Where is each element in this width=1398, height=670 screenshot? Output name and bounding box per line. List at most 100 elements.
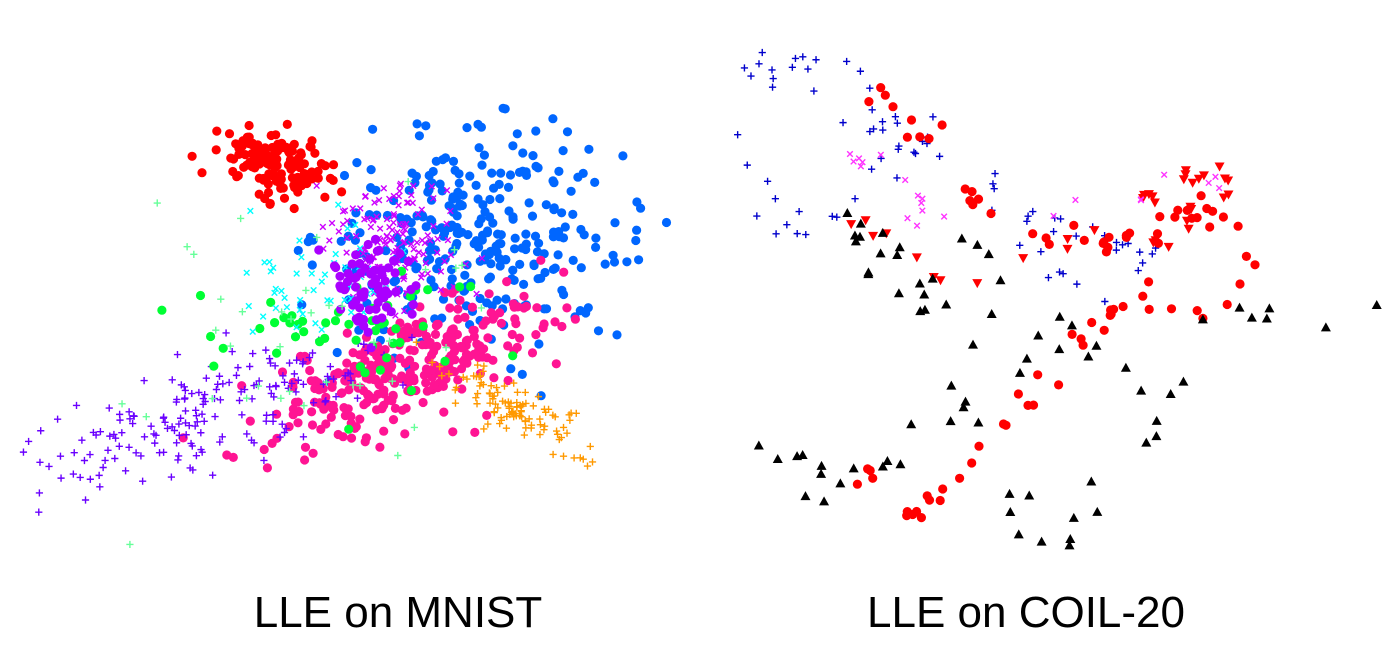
data-point bbox=[263, 153, 273, 163]
data-point bbox=[277, 367, 288, 377]
data-point bbox=[479, 367, 487, 375]
data-point bbox=[533, 274, 543, 284]
data-point bbox=[418, 270, 426, 278]
data-point bbox=[351, 335, 361, 345]
data-point bbox=[387, 237, 394, 244]
data-point bbox=[1050, 212, 1057, 220]
data-point bbox=[521, 167, 531, 177]
data-point bbox=[198, 448, 206, 456]
data-point bbox=[531, 126, 541, 136]
data-point bbox=[412, 338, 421, 346]
data-point bbox=[228, 348, 236, 356]
data-point bbox=[482, 410, 492, 420]
data-point bbox=[1261, 313, 1272, 323]
data-point bbox=[279, 372, 287, 380]
data-point bbox=[452, 211, 462, 221]
data-point bbox=[287, 173, 297, 183]
data-point bbox=[399, 381, 407, 389]
data-point bbox=[568, 209, 578, 219]
data-point bbox=[376, 225, 384, 232]
data-point bbox=[388, 391, 398, 401]
data-point bbox=[855, 155, 863, 162]
data-point bbox=[518, 413, 526, 421]
data-point bbox=[772, 453, 783, 463]
data-point bbox=[89, 428, 97, 437]
data-point bbox=[519, 291, 529, 301]
data-point bbox=[1215, 184, 1223, 192]
data-point bbox=[415, 249, 423, 256]
data-point bbox=[1144, 304, 1154, 314]
data-point bbox=[1013, 529, 1024, 539]
data-point bbox=[285, 387, 294, 395]
data-point bbox=[533, 163, 543, 173]
data-point bbox=[355, 303, 365, 313]
data-point bbox=[346, 433, 357, 443]
data-point bbox=[502, 277, 512, 287]
data-point bbox=[106, 432, 114, 440]
data-point bbox=[486, 399, 494, 407]
data-point bbox=[445, 370, 453, 378]
data-point bbox=[554, 166, 564, 176]
data-point bbox=[1068, 512, 1079, 522]
data-point bbox=[373, 213, 380, 221]
data-point bbox=[512, 129, 522, 139]
data-point bbox=[356, 205, 364, 212]
data-point bbox=[863, 464, 873, 474]
data-point bbox=[470, 372, 478, 380]
data-point bbox=[519, 279, 529, 289]
data-point bbox=[359, 314, 369, 325]
data-point bbox=[854, 231, 865, 241]
data-point bbox=[1066, 320, 1077, 330]
data-point bbox=[388, 374, 398, 384]
data-point bbox=[475, 373, 483, 381]
data-point bbox=[492, 384, 501, 392]
data-point bbox=[297, 300, 307, 310]
data-point bbox=[424, 180, 435, 190]
data-point bbox=[226, 342, 235, 350]
data-point bbox=[496, 168, 506, 178]
data-point bbox=[343, 269, 353, 279]
data-point bbox=[388, 226, 396, 234]
data-point bbox=[856, 67, 864, 75]
data-point bbox=[421, 331, 432, 341]
data-point bbox=[155, 449, 164, 457]
data-point bbox=[427, 350, 437, 360]
data-point bbox=[431, 321, 441, 331]
data-point bbox=[525, 415, 533, 423]
data-point bbox=[1072, 196, 1079, 204]
data-point bbox=[513, 388, 522, 396]
data-point bbox=[266, 383, 274, 391]
data-point bbox=[192, 406, 200, 414]
data-point bbox=[335, 271, 345, 281]
data-point bbox=[362, 398, 372, 408]
data-point bbox=[441, 257, 448, 265]
data-point bbox=[390, 192, 398, 200]
data-point bbox=[487, 382, 495, 390]
data-point bbox=[237, 214, 245, 223]
data-point bbox=[293, 187, 303, 197]
data-point bbox=[494, 404, 502, 412]
data-point bbox=[412, 119, 422, 129]
data-point bbox=[444, 236, 452, 244]
data-point bbox=[455, 282, 465, 292]
data-point bbox=[368, 124, 378, 134]
data-point bbox=[517, 369, 527, 379]
data-point bbox=[403, 256, 413, 267]
data-point bbox=[1219, 174, 1230, 184]
data-point bbox=[99, 463, 107, 472]
data-point bbox=[193, 418, 201, 426]
data-point bbox=[168, 376, 176, 384]
data-point bbox=[480, 362, 488, 370]
data-point bbox=[804, 65, 812, 73]
data-point bbox=[894, 242, 905, 252]
data-point bbox=[125, 443, 133, 451]
data-point bbox=[132, 449, 140, 457]
data-point bbox=[175, 420, 183, 428]
data-point bbox=[892, 250, 903, 260]
data-point bbox=[37, 427, 45, 435]
data-point bbox=[507, 329, 517, 340]
data-point bbox=[211, 412, 219, 421]
data-point bbox=[418, 212, 428, 222]
data-point bbox=[1180, 166, 1191, 176]
data-point bbox=[1099, 325, 1109, 335]
